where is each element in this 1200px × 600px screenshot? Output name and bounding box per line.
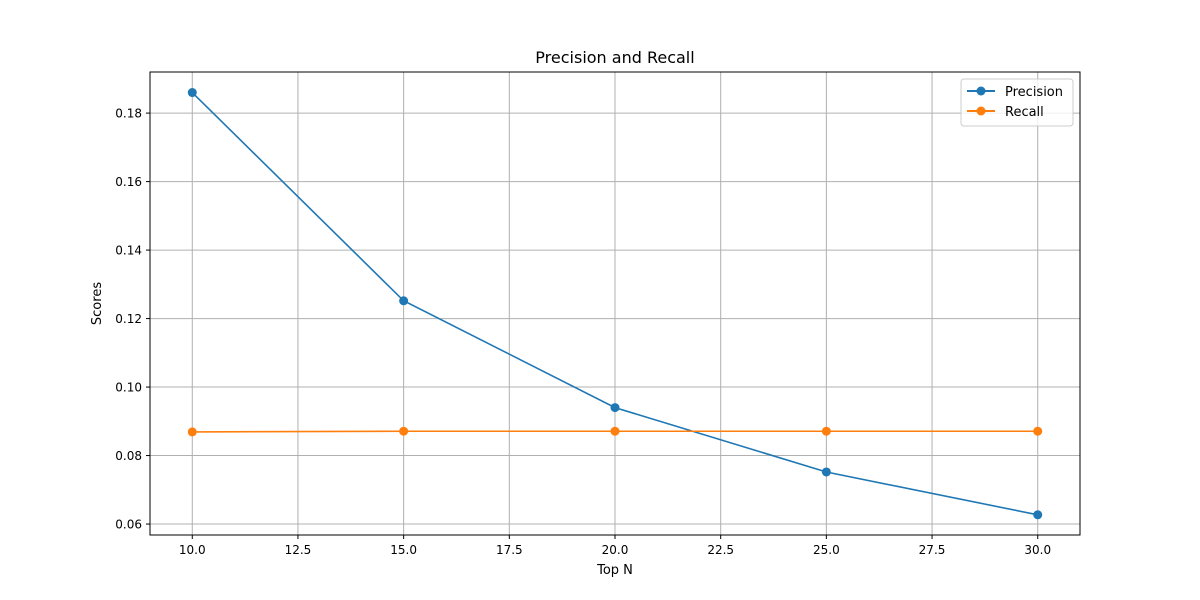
x-tick-label: 27.5 [919,543,946,557]
y-tick-label: 0.18 [115,107,142,121]
data-point-recall [1033,426,1043,436]
y-tick-label: 0.10 [115,381,142,395]
y-tick-label: 0.12 [115,312,142,326]
y-tick-label: 0.06 [115,518,142,532]
x-tick-label: 10.0 [179,543,206,557]
legend-swatch-marker-precision [976,86,986,96]
data-point-precision [610,403,620,413]
chart-title: Precision and Recall [535,48,694,67]
legend-label-precision: Precision [1005,85,1063,100]
data-point-recall [821,426,831,436]
data-point-precision [399,296,409,306]
data-point-precision [821,467,831,477]
y-axis-label: Scores [90,282,105,325]
x-tick-label: 30.0 [1024,543,1051,557]
x-axis-label: Top N [596,563,633,578]
legend: Precision Recall [960,78,1074,127]
y-tick-label: 0.08 [115,449,142,463]
tick-layer: 10.0 12.5 15.0 17.5 20.0 22.5 25.0 27.5 30.0 0.06… [115,107,1051,557]
data-point-recall [399,426,409,436]
x-tick-label: 12.5 [285,543,312,557]
data-point-recall [610,426,620,436]
y-tick-label: 0.14 [115,244,142,258]
y-tick-label: 0.16 [115,175,142,189]
x-tick-label: 25.0 [813,543,840,557]
data-point-precision [1033,510,1043,520]
legend-swatch-marker-recall [976,106,986,116]
x-tick-label: 17.5 [496,543,523,557]
x-tick-label: 15.0 [390,543,417,557]
legend-label-recall: Recall [1005,105,1044,120]
x-tick-label: 22.5 [707,543,734,557]
data-point-recall [187,427,197,437]
x-tick-label: 20.0 [602,543,629,557]
series-layer [187,88,1043,520]
grid-layer [150,72,1080,535]
data-point-precision [187,88,197,98]
